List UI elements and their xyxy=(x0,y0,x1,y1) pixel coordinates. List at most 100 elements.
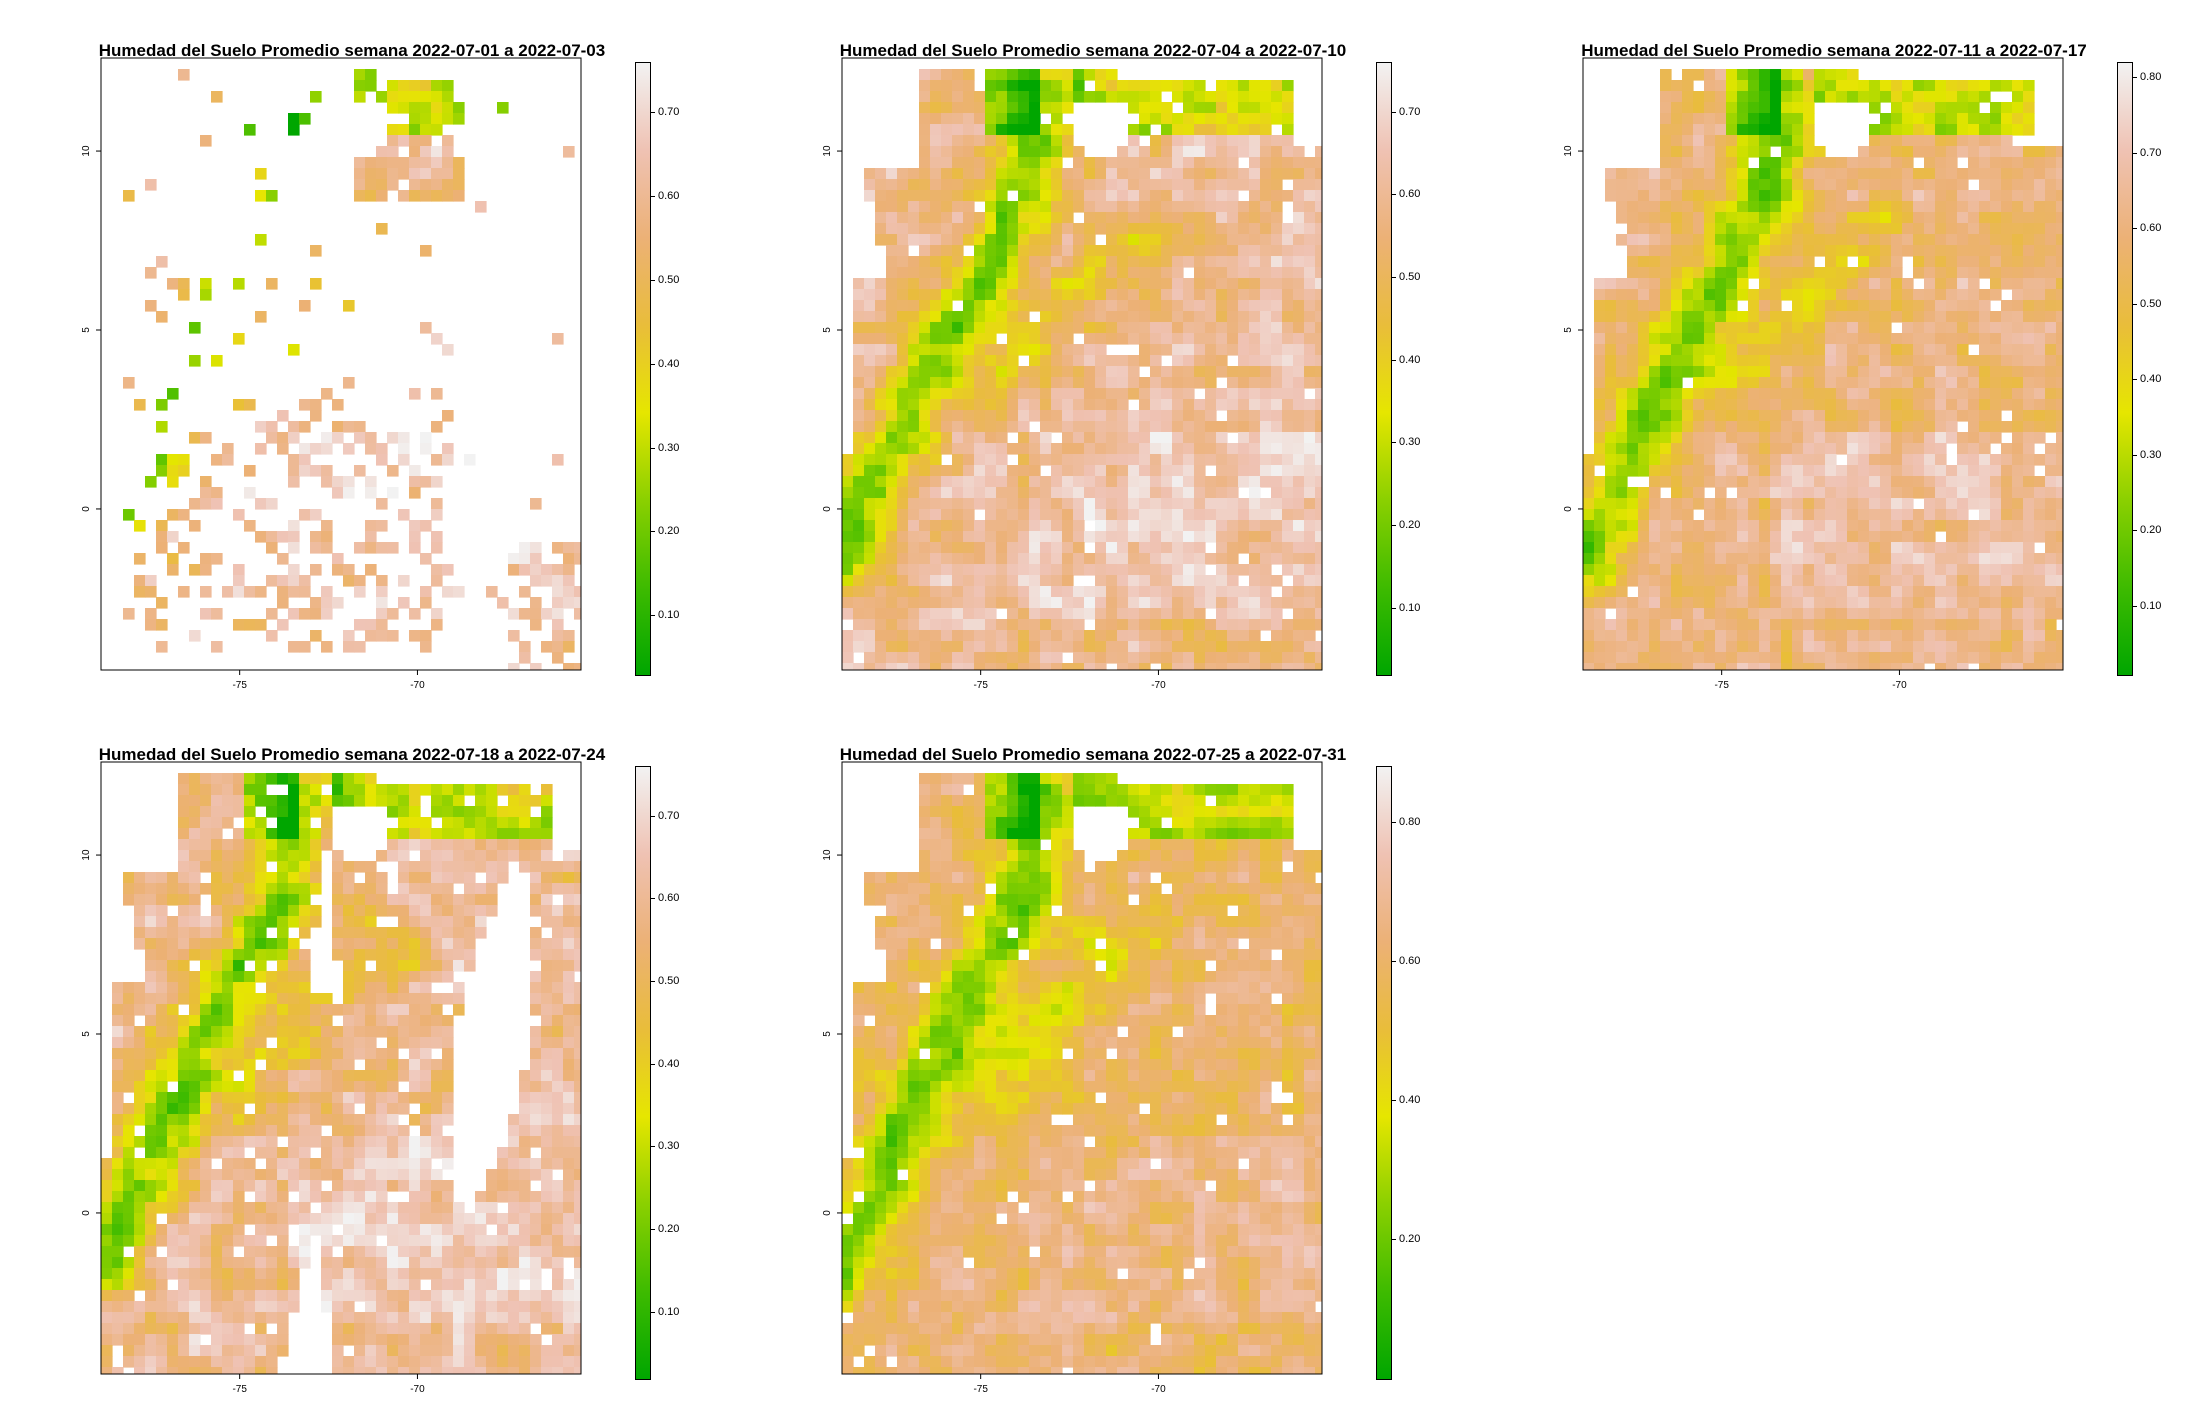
raster-cell xyxy=(1814,245,1826,257)
raster-cell xyxy=(1183,509,1195,521)
raster-cell xyxy=(1128,201,1140,213)
raster-cell xyxy=(2001,300,2013,312)
raster-cell xyxy=(1957,355,1969,367)
raster-cell xyxy=(1737,179,1749,191)
raster-cell xyxy=(1693,201,1705,213)
raster-cell xyxy=(2034,597,2046,609)
raster-cell xyxy=(1781,245,1793,257)
raster-cell xyxy=(1770,454,1782,466)
raster-cell xyxy=(1172,553,1184,565)
raster-cell xyxy=(1227,168,1239,180)
raster-cell xyxy=(919,553,931,565)
raster-cell xyxy=(996,586,1008,598)
raster-cell xyxy=(897,278,909,290)
raster-cell xyxy=(1627,443,1639,455)
raster-cell xyxy=(1759,190,1771,202)
raster-cell xyxy=(1671,80,1683,92)
raster-cell xyxy=(1781,421,1793,433)
raster-cell xyxy=(1249,124,1261,136)
raster-cell xyxy=(1238,311,1250,323)
raster-cell xyxy=(1315,586,1327,598)
raster-cell xyxy=(1924,311,1936,323)
raster-cell xyxy=(941,432,953,444)
raster-cell xyxy=(1007,355,1019,367)
raster-cell xyxy=(1693,168,1705,180)
raster-cell xyxy=(1260,410,1272,422)
raster-cell xyxy=(1924,289,1936,301)
raster-cell xyxy=(1715,509,1727,521)
raster-cell xyxy=(1249,443,1261,455)
raster-cell xyxy=(1172,113,1184,125)
raster-cell xyxy=(1018,234,1030,246)
raster-cell xyxy=(552,333,564,345)
raster-cell xyxy=(310,630,322,642)
raster-cell xyxy=(200,135,212,147)
raster-cell xyxy=(1183,300,1195,312)
raster-cell xyxy=(1271,553,1283,565)
raster-cell xyxy=(1194,289,1206,301)
raster-cell xyxy=(1891,476,1903,488)
raster-cell xyxy=(1814,575,1826,587)
raster-cell xyxy=(1880,278,1892,290)
raster-cell xyxy=(1150,223,1162,235)
raster-cell xyxy=(1946,190,1958,202)
raster-cell xyxy=(1869,443,1881,455)
raster-cell xyxy=(1682,432,1694,444)
raster-cell xyxy=(1073,421,1085,433)
raster-cell xyxy=(908,377,920,389)
raster-cell xyxy=(1814,586,1826,598)
raster-cell xyxy=(1891,344,1903,356)
raster-cell xyxy=(1627,322,1639,334)
raster-cell xyxy=(1880,91,1892,103)
raster-cell xyxy=(321,773,333,785)
raster-cell xyxy=(908,443,920,455)
raster-cell xyxy=(1216,608,1228,620)
raster-cell xyxy=(1315,663,1327,675)
raster-cell xyxy=(919,168,931,180)
raster-cell xyxy=(1117,289,1129,301)
raster-cell xyxy=(1792,146,1804,158)
raster-cell xyxy=(1095,289,1107,301)
raster-cell xyxy=(919,498,931,510)
raster-cell xyxy=(897,465,909,477)
raster-cell xyxy=(1128,289,1140,301)
raster-cell xyxy=(1913,234,1925,246)
raster-cell xyxy=(376,619,388,631)
raster-cell xyxy=(2056,146,2068,158)
raster-cell xyxy=(1249,234,1261,246)
raster-cell xyxy=(1880,190,1892,202)
raster-cell xyxy=(941,322,953,334)
raster-cell xyxy=(1682,608,1694,620)
raster-cell xyxy=(1293,179,1305,191)
raster-cell xyxy=(1660,212,1672,224)
raster-cell xyxy=(2012,597,2024,609)
raster-cell xyxy=(2023,487,2035,499)
raster-cell xyxy=(842,454,854,466)
raster-cell xyxy=(1205,333,1217,345)
raster-cell xyxy=(497,102,509,114)
raster-cell xyxy=(266,421,278,433)
raster-cell xyxy=(1660,564,1672,576)
y-tick-label: 0 xyxy=(81,506,92,512)
raster-cell xyxy=(1924,388,1936,400)
raster-cell xyxy=(1227,586,1239,598)
raster-cell xyxy=(1150,245,1162,257)
legend-tick-label: 0.30 xyxy=(658,442,679,454)
raster-cell xyxy=(1924,102,1936,114)
raster-cell xyxy=(420,432,432,444)
raster-cell xyxy=(1759,223,1771,235)
raster-cell xyxy=(1040,652,1052,664)
raster-cell xyxy=(420,784,432,796)
raster-cell xyxy=(299,509,311,521)
raster-cell xyxy=(1238,322,1250,334)
raster-cell xyxy=(1759,355,1771,367)
raster-cell xyxy=(1847,69,1859,81)
raster-cell xyxy=(1139,388,1151,400)
raster-cell xyxy=(1869,663,1881,675)
raster-cell xyxy=(1183,278,1195,290)
raster-cell xyxy=(1924,278,1936,290)
raster-cell xyxy=(1018,278,1030,290)
raster-cell xyxy=(2045,597,2057,609)
raster-cell xyxy=(1715,124,1727,136)
raster-cell xyxy=(1814,454,1826,466)
